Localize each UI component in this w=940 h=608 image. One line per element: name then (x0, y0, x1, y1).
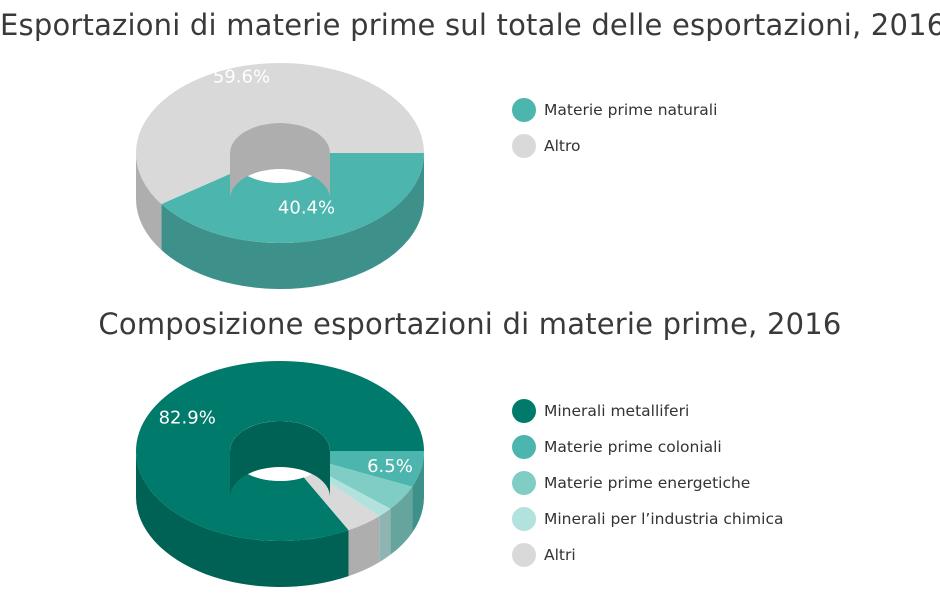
chart-2-slice-3-side (379, 508, 391, 563)
chart-1-legend-item: Materie prime naturali (512, 92, 717, 128)
chart-2-slice-0 (136, 361, 424, 541)
chart-2-slice-3 (314, 470, 391, 517)
chart-2-legend-swatch (512, 435, 536, 459)
chart-1-legend-swatch (512, 134, 536, 158)
chart-1-slice-0 (161, 153, 424, 244)
chart-2-slice-4 (303, 472, 380, 531)
chart-1-data-label-1: 59.6% (213, 67, 270, 88)
chart-2-legend-item: Materie prime coloniali (512, 429, 784, 465)
chart-2-legend-item: Altri (512, 537, 784, 573)
chart-1-legend-label: Altro (544, 137, 581, 155)
chart-2-legend-label: Materie prime coloniali (544, 438, 722, 456)
chart-2-slice-2 (318, 462, 413, 509)
chart-1-slice-1-side (136, 153, 162, 251)
chart-2-legend-item: Materie prime energetiche (512, 465, 784, 501)
chart-2-slice-4-side (348, 516, 380, 577)
chart-2-legend-label: Altri (544, 546, 576, 564)
chart-2-slice-2-side (390, 486, 413, 555)
chart-2-legend-swatch (512, 543, 536, 567)
chart-2-legend-item: Minerali metalliferi (512, 393, 784, 429)
chart-2-legend-swatch (512, 507, 536, 531)
chart-2-slice-1 (325, 451, 424, 487)
chart-1-legend: Materie prime naturali Altro (512, 92, 717, 164)
chart-2-slice-1-side (412, 451, 424, 533)
chart-2-legend-swatch (512, 471, 536, 495)
chart-2-data-label-0: 82.9% (159, 407, 216, 428)
chart-1-slice-1-inner-wall (230, 123, 330, 199)
chart-2-legend-label: Minerali metalliferi (544, 402, 690, 420)
chart-2-slice-0-inner-wall (230, 421, 330, 497)
chart-2-legend-label: Materie prime energetiche (544, 474, 751, 492)
chart-1-legend-swatch (512, 98, 536, 122)
chart-2-donut: 82.9% 6.5% (136, 361, 424, 587)
chart-2-title: Composizione esportazioni di materie pri… (98, 307, 842, 341)
chart-1-legend-item: Altro (512, 128, 717, 164)
chart-1-data-label-0: 40.4% (278, 197, 335, 218)
chart-2-data-label-1: 6.5% (367, 456, 413, 477)
chart-2-legend: Minerali metalliferi Materie prime coloni… (512, 393, 784, 573)
chart-1-legend-label: Materie prime naturali (544, 101, 718, 119)
chart-1-title: Esportazioni di materie prime sul totale… (0, 8, 940, 42)
chart-1-slice-0-side (161, 153, 424, 289)
chart-1-slice-1 (136, 63, 424, 205)
chart-2-legend-swatch (512, 399, 536, 423)
chart-1-donut: 40.4% 59.6% (136, 63, 424, 289)
chart-2-legend-item: Minerali per l’industria chimica (512, 501, 784, 537)
chart-2-slice-0-side (136, 451, 349, 587)
chart-2-legend-label: Minerali per l’industria chimica (544, 510, 784, 528)
